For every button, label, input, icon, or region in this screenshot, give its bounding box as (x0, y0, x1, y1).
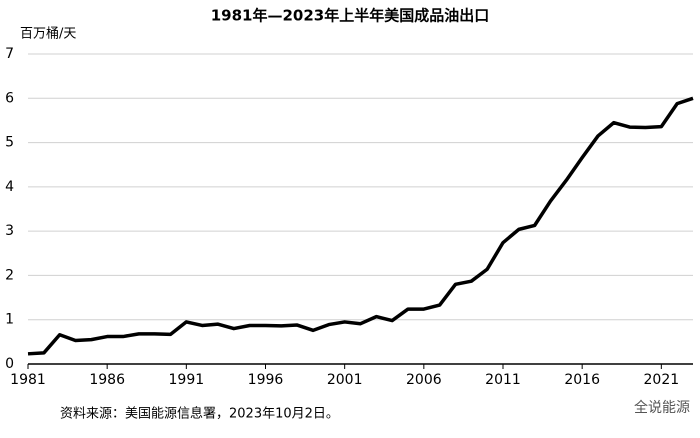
x-tick-label: 1981 (10, 372, 46, 388)
y-tick-label: 4 (5, 179, 14, 195)
x-tick-label: 2021 (644, 372, 680, 388)
chart-title: 1981年—2023年上半年美国成品油出口 (211, 7, 490, 25)
y-tick-label: 6 (5, 90, 14, 106)
watermark: 全说能源 (634, 399, 690, 416)
y-tick-label: 0 (5, 356, 14, 372)
x-tick-label: 2011 (485, 372, 521, 388)
x-tick-label: 2006 (406, 372, 442, 388)
y-tick-label: 3 (5, 223, 14, 239)
y-tick-label: 5 (5, 135, 14, 151)
y-tick-label: 2 (5, 267, 14, 283)
y-tick-label: 7 (5, 46, 14, 62)
source-note: 资料来源：美国能源信息署，2023年10月2日。 (60, 406, 339, 422)
x-tick-label: 1991 (169, 372, 205, 388)
y-tick-label: 1 (5, 312, 14, 328)
x-tick-label: 1996 (248, 372, 284, 388)
x-tick-label: 2001 (327, 372, 363, 388)
x-tick-label: 2016 (564, 372, 600, 388)
data-line (27, 96, 694, 356)
x-tick-label: 1986 (89, 372, 125, 388)
y-axis-label: 百万桶/天 (20, 27, 76, 42)
